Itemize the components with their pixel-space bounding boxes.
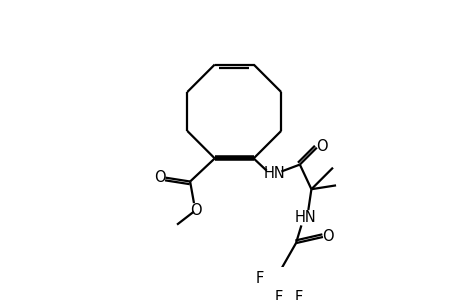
Text: F: F	[255, 271, 263, 286]
Text: O: O	[189, 202, 201, 217]
Text: F: F	[294, 290, 302, 300]
Text: O: O	[154, 170, 166, 185]
Text: HN: HN	[294, 210, 315, 225]
Text: O: O	[316, 140, 327, 154]
Text: HN: HN	[263, 166, 285, 181]
Text: F: F	[274, 290, 282, 300]
Text: O: O	[322, 230, 333, 244]
